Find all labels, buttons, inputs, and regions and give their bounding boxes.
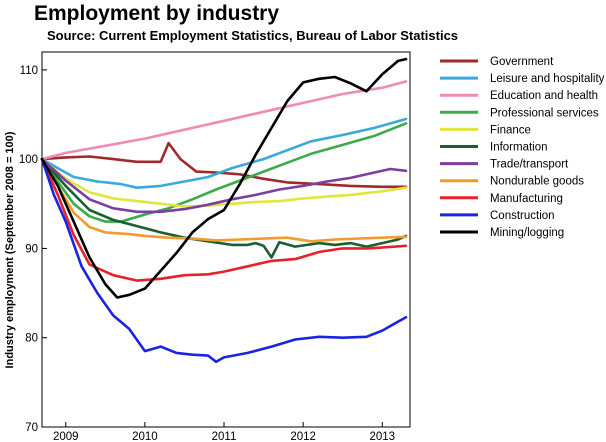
x-tick-label: 2013 (370, 431, 396, 442)
series-line-nondurable-goods (40, 157, 408, 243)
x-tick-label: 2010 (132, 431, 158, 442)
y-tick-label: 80 (25, 333, 38, 345)
series-line-leisure-and-hospitality (40, 117, 408, 189)
plot-frame (41, 51, 411, 428)
legend-label: Leisure and hospitality (490, 73, 605, 85)
y-tick-label: 110 (20, 65, 38, 77)
x-tick-label: 2011 (212, 431, 237, 442)
y-tick-label: 70 (25, 422, 38, 434)
legend-label: Construction (490, 210, 555, 222)
y-axis-label: Industry employment (September 2008 = 10… (4, 131, 16, 368)
legend-label: Finance (490, 124, 531, 136)
chart-subtitle: Source: Current Employment Statistics, B… (47, 28, 458, 43)
legend-label: Nondurable goods (490, 176, 584, 188)
legend-label: Professional services (490, 107, 599, 119)
y-tick-label: 100 (19, 154, 38, 166)
y-tick-label: 90 (25, 243, 38, 255)
legend-label: Manufacturing (490, 193, 563, 205)
legend: Government Leisure and hospitality Educati… (440, 56, 605, 239)
legend-label: Trade/transport (490, 159, 569, 171)
legend-label: Education and health (490, 90, 598, 102)
series-line-government (40, 141, 408, 189)
series-line-manufacturing (40, 157, 408, 282)
series-line-information (40, 157, 408, 259)
x-tick-label: 2009 (53, 431, 79, 442)
chart-title: Employment by industry (34, 2, 279, 25)
legend-label: Government (490, 56, 554, 68)
series-line-education-and-health (40, 80, 408, 161)
series-line-finance (40, 157, 408, 208)
series-line-construction (40, 157, 408, 364)
x-tick-label: 2012 (290, 431, 316, 442)
series-line-mining-logging (40, 57, 408, 299)
legend-label: Mining/logging (490, 227, 564, 239)
legend-label: Information (490, 142, 548, 154)
plot-area (40, 57, 408, 364)
axes: 70 80 90 100 110 2009 2010 2011 2012 2013 (19, 51, 411, 442)
series-line-professional-services (40, 122, 408, 223)
